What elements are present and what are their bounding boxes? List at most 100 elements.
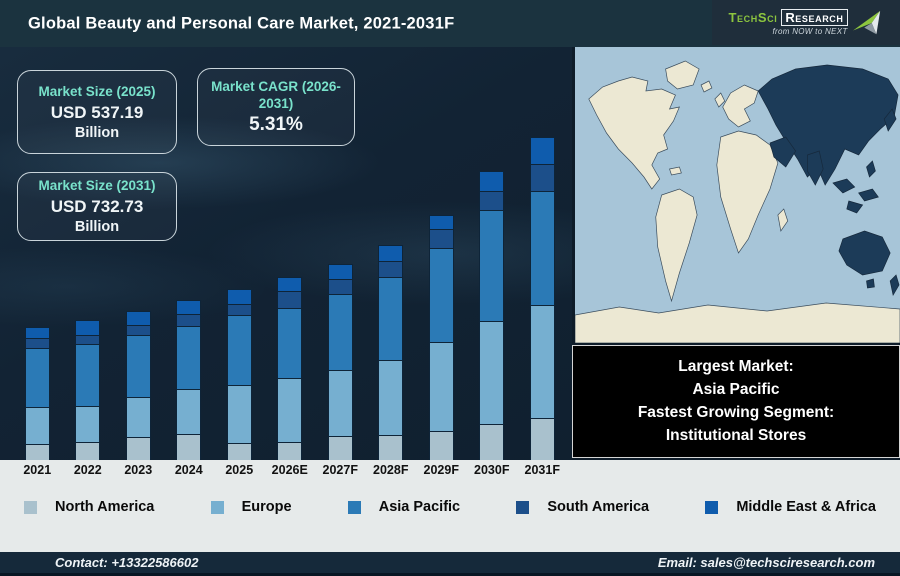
bar-segment (176, 314, 202, 326)
bar-segment (529, 418, 555, 460)
legend-item-europe: Europe (210, 499, 292, 515)
bar-segment (24, 338, 50, 348)
logo-brand-primary: TechSci (728, 10, 778, 25)
footer-bar: Contact: +13322586602 Email: sales@techs… (0, 552, 900, 576)
bar-segment (176, 300, 202, 314)
stat-label: Market CAGR (2026-2031) (211, 79, 341, 111)
x-axis-label: 2022 (73, 463, 102, 477)
bar-column-2028f (366, 137, 417, 460)
legend-label: Europe (241, 499, 292, 515)
logo-brand-secondary: Research (781, 9, 848, 26)
bar-segment (277, 308, 303, 378)
header-bar: Global Beauty and Personal Care Market, … (0, 0, 900, 47)
map-land (574, 60, 900, 344)
x-axis-labels: 2021 2022 2023 2024 2025 2026E 2027F 2028F 2029F… (12, 460, 900, 477)
bar-segment (327, 294, 353, 370)
x-axis-label: 2021 (23, 463, 52, 477)
bar-segment (75, 320, 101, 335)
stacked-bar (327, 264, 353, 460)
legend-label: North America (55, 499, 155, 515)
stacked-bar (176, 300, 202, 460)
world-map (574, 47, 900, 344)
footer-contact: Contact: +13322586602 (55, 555, 199, 570)
stat-value: USD 732.73 (50, 197, 144, 216)
bar-segment (428, 342, 454, 431)
legend-item-south-america: South America (516, 499, 649, 515)
footer-email: Email: sales@techsciresearch.com (657, 555, 875, 570)
bar-segment (529, 191, 555, 305)
bar-segment (75, 344, 101, 406)
bar-column-2026e (265, 137, 316, 460)
legend-swatch (210, 500, 224, 514)
bar-segment (327, 436, 353, 460)
bar-segment (529, 137, 555, 164)
bar-column-2031f (517, 137, 568, 460)
stat-box-market-cagr: Market CAGR (2026-2031) 5.31% (197, 68, 355, 146)
bar-segment (24, 444, 50, 460)
stacked-bar (378, 245, 404, 460)
highlight-line: Largest Market: (678, 358, 794, 375)
map-region-asia-pacific (757, 64, 900, 296)
highlight-line: Institutional Stores (665, 427, 807, 444)
bar-segment (24, 348, 50, 407)
x-axis-label: 2031F (524, 463, 560, 477)
legend-item-asia-pacific: Asia Pacific (347, 499, 461, 515)
bar-segment (75, 442, 101, 460)
bar-segment (75, 335, 101, 344)
bar-segment (378, 360, 404, 435)
logo-tagline: from NOW to NEXT (772, 27, 848, 36)
bar-segment (327, 370, 353, 436)
bar-segment (479, 171, 505, 191)
bar-column-2025 (214, 137, 265, 460)
bar-column-2021 (12, 137, 63, 460)
stat-box-market-size-2025: Market Size (2025) USD 537.19 Billion (17, 70, 177, 154)
bar-segment (125, 311, 151, 325)
bar-segment (428, 229, 454, 248)
bar-column-2029f (416, 137, 467, 460)
bar-segment (125, 335, 151, 397)
legend-item-north-america: North America (24, 499, 154, 515)
bar-segment (75, 406, 101, 442)
map-wrap (572, 47, 900, 344)
stat-label: Market Size (2025) (38, 83, 156, 99)
x-axis-label: 2030F (474, 463, 510, 477)
bar-column-2030f (467, 137, 518, 460)
bar-segment (378, 261, 404, 277)
x-axis-label: 2027F (322, 463, 358, 477)
bar-segment (378, 277, 404, 360)
x-axis-label: 2024 (174, 463, 203, 477)
bar-segment (428, 248, 454, 342)
bar-column-2023 (113, 137, 164, 460)
legend-label: South America (547, 499, 650, 515)
bar-segment (378, 245, 404, 261)
bar-segment (277, 291, 303, 308)
stacked-bar (24, 327, 50, 460)
legend-label: Asia Pacific (378, 499, 461, 515)
bar-segment (529, 164, 555, 191)
stacked-bar (529, 137, 555, 460)
bar-segment (327, 264, 353, 279)
bar-segment (226, 304, 252, 315)
bar-segment (226, 443, 252, 460)
bar-column-2027f (315, 137, 366, 460)
legend-swatch (516, 500, 530, 514)
bar-segment (479, 191, 505, 210)
bar-segment (479, 210, 505, 321)
bar-segment (277, 378, 303, 442)
stat-unit: Billion (74, 124, 120, 141)
stacked-bar (479, 171, 505, 460)
highlight-line: Asia Pacific (692, 381, 780, 398)
stacked-bar (226, 289, 252, 460)
stacked-bar (428, 215, 454, 460)
legend-swatch (24, 500, 37, 514)
stacked-bar (125, 311, 151, 460)
techsci-logo: TechSci Research from NOW to NEXT (712, 0, 900, 45)
x-axis-label: 2028F (373, 463, 409, 477)
bar-segment (428, 215, 454, 229)
highlight-line: Fastest Growing Segment: (637, 404, 835, 421)
stat-unit: Billion (74, 219, 120, 235)
main-area: Market Size (2025) USD 537.19 Billion Ma… (0, 47, 900, 460)
x-axis-label: 2029F (423, 463, 459, 477)
page-title: Global Beauty and Personal Care Market, … (28, 14, 455, 32)
